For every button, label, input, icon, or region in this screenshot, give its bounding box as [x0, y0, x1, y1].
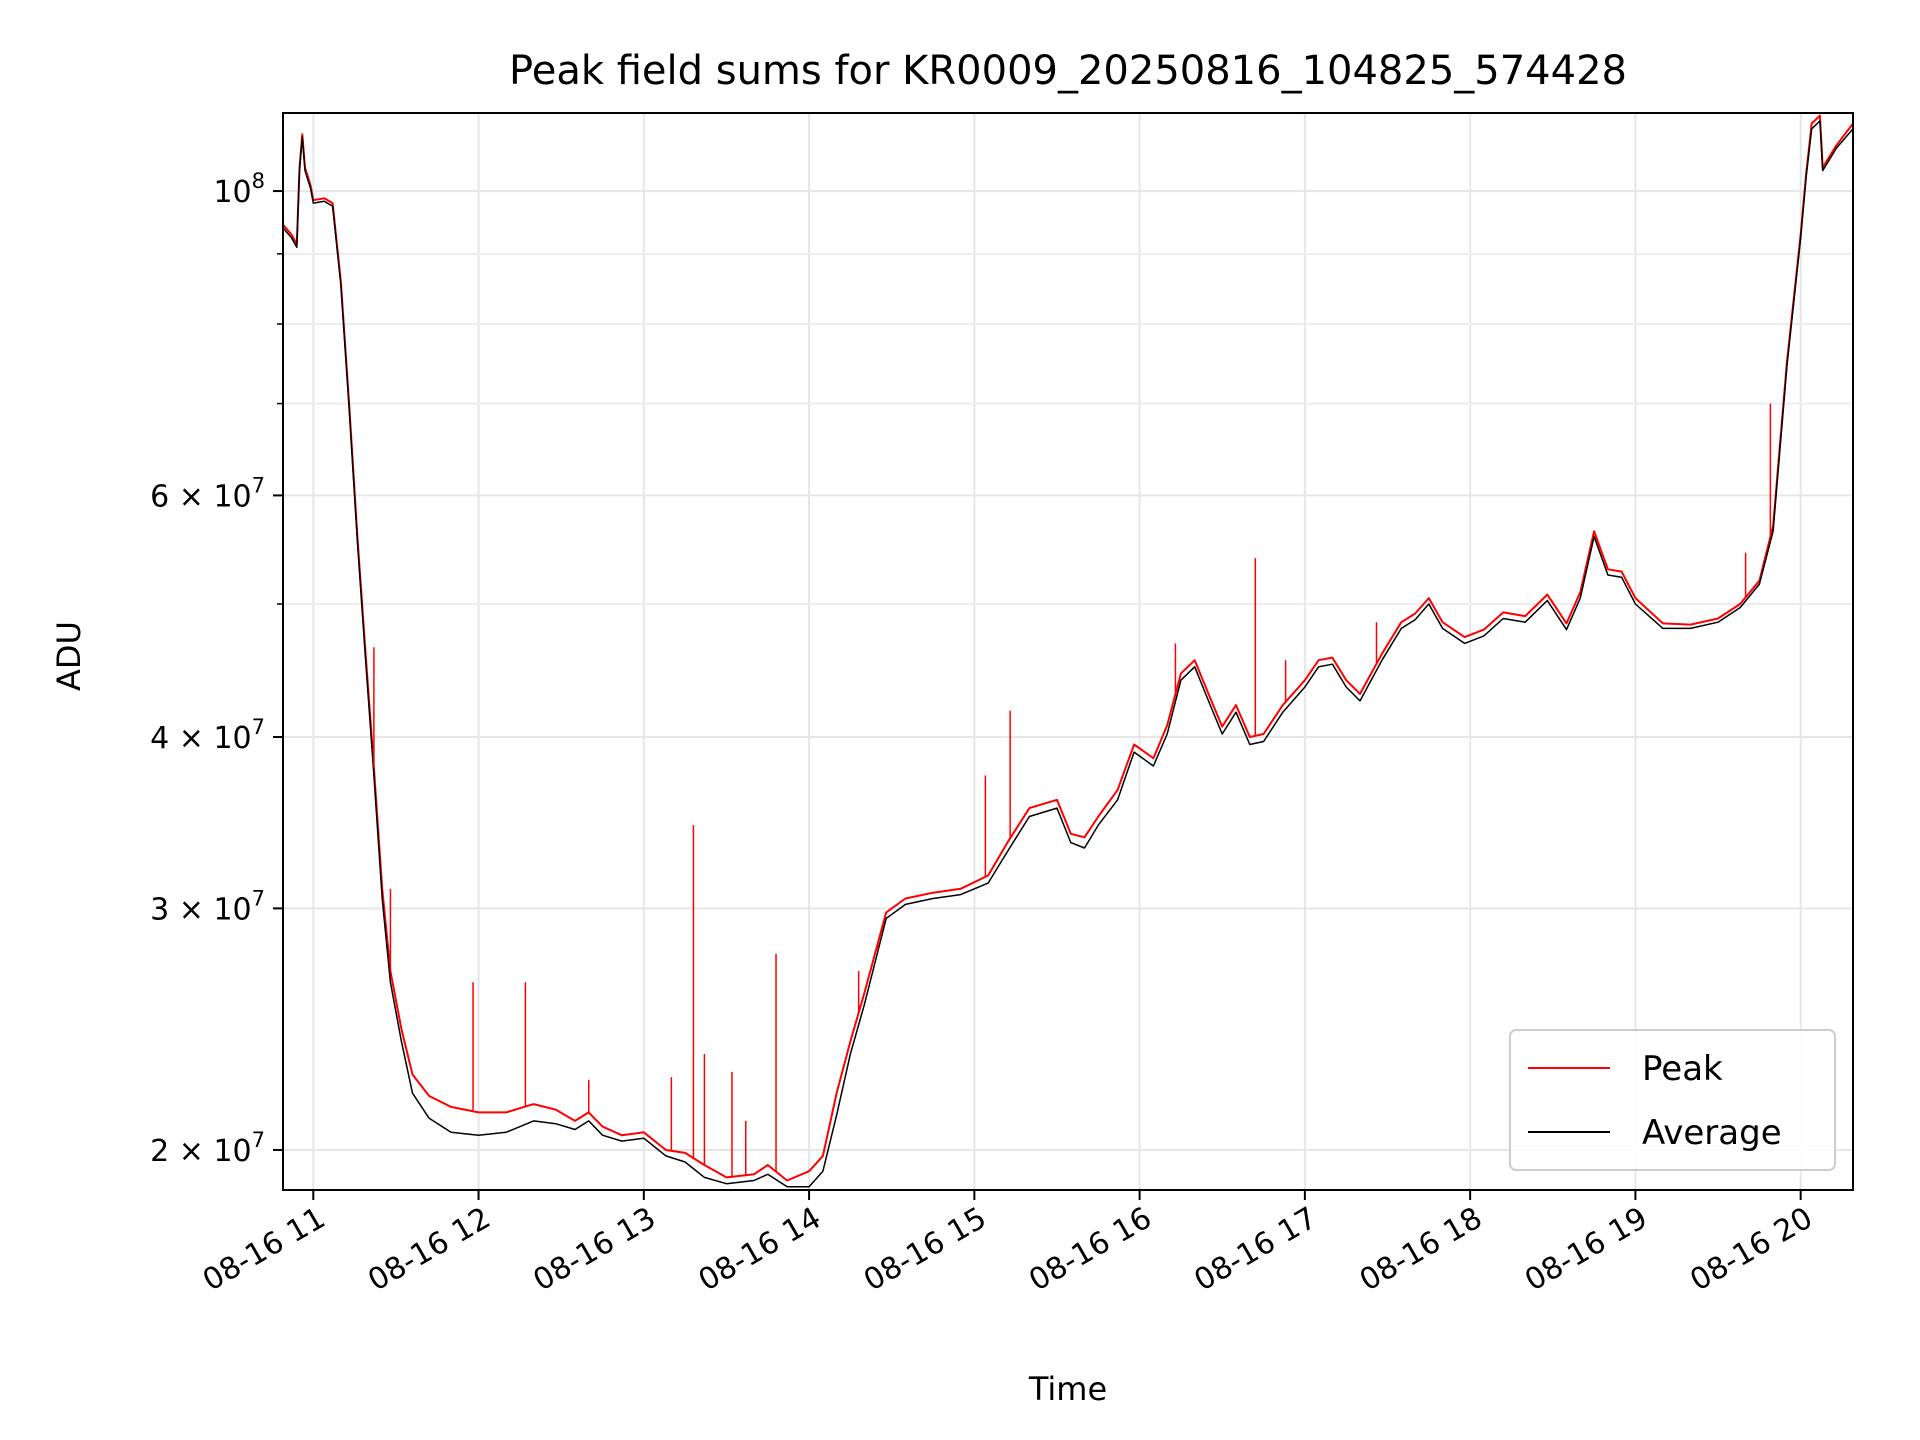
- y-tick-base: 10: [213, 721, 251, 756]
- series-layer: [283, 114, 1853, 1188]
- y-tick-exponent: 7: [252, 886, 265, 910]
- y-tick-times: ×: [169, 1134, 213, 1169]
- legend: Peak Average: [1509, 1029, 1836, 1171]
- y-tick-base: 10: [213, 892, 251, 927]
- y-tick-base: 10: [213, 175, 251, 210]
- chart-title: Peak field sums for KR0009_20250816_1048…: [509, 48, 1627, 94]
- y-tick-times: ×: [169, 479, 213, 514]
- y-tick-label: 6 × 107: [150, 473, 265, 514]
- legend-box: [1509, 1029, 1836, 1171]
- y-tick-exponent: 7: [252, 473, 265, 497]
- y-tick-label: 108: [213, 169, 265, 210]
- legend-label-peak: Peak: [1642, 1049, 1723, 1089]
- y-tick-mantissa: 3: [150, 892, 169, 927]
- y-tick-exponent: 8: [252, 169, 265, 193]
- y-tick-label: 2 × 107: [150, 1128, 265, 1169]
- y-tick-exponent: 7: [252, 1128, 265, 1152]
- y-axis-title: ADU: [50, 621, 88, 691]
- y-tick-base: 10: [213, 479, 251, 514]
- y-tick-base: 10: [213, 1134, 251, 1169]
- y-tick-mantissa: 4: [150, 721, 169, 756]
- y-tick-label: 3 × 107: [150, 886, 265, 927]
- series-clip-group: [283, 114, 1853, 1188]
- plot-frame: [282, 112, 1854, 1191]
- y-tick-mantissa: 2: [150, 1134, 169, 1169]
- y-tick-times: ×: [169, 721, 213, 756]
- x-axis-title: Time: [1028, 1370, 1107, 1408]
- y-tick-times: ×: [169, 892, 213, 927]
- series-line-average: [283, 120, 1853, 1188]
- y-tick-mantissa: 6: [150, 479, 169, 514]
- y-tick-label: 4 × 107: [150, 715, 265, 756]
- y-tick-exponent: 7: [252, 715, 265, 739]
- series-line-peak: [283, 114, 1853, 1182]
- legend-label-average: Average: [1642, 1113, 1782, 1153]
